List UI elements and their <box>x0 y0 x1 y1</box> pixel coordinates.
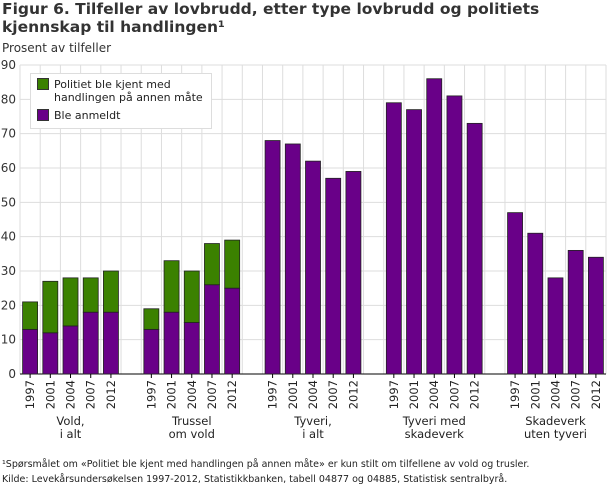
x-tick-label: 1997 <box>144 380 158 409</box>
x-tick-label: 2012 <box>225 380 239 409</box>
bar-anmeldt <box>466 122 483 375</box>
x-tick-label: 2001 <box>286 380 300 409</box>
x-tick-label: 2004 <box>548 380 562 409</box>
x-tick-label: 1997 <box>387 380 401 409</box>
x-tick-label: 2004 <box>185 380 199 409</box>
bar-kjent_annen <box>103 270 119 313</box>
bar-kjent_annen <box>163 260 180 313</box>
group-label: i alt <box>302 427 324 441</box>
group-label: Vold, <box>56 414 84 428</box>
bar-anmeldt <box>264 140 281 375</box>
x-tick-label: 1997 <box>23 380 37 409</box>
group-label: i alt <box>60 427 82 441</box>
legend-item-anmeldt: Ble anmeldt <box>37 109 120 122</box>
x-tick-label: 2007 <box>569 380 583 409</box>
x-tick-label: 2001 <box>165 380 179 409</box>
bar-anmeldt <box>305 160 321 375</box>
bar-kjent_annen <box>82 277 99 313</box>
bar-anmeldt <box>507 212 523 375</box>
notes: ¹Spørsmålet om «Politiet ble kjent med h… <box>2 457 529 487</box>
bar-anmeldt <box>62 325 79 375</box>
bar-anmeldt <box>385 102 402 375</box>
x-tick-label: 1997 <box>508 380 522 409</box>
legend: Politiet ble kjent med handlingen på anne… <box>30 73 212 129</box>
y-tick-label: 20 <box>1 298 16 312</box>
x-tick-label: 2004 <box>64 380 78 409</box>
legend-label-kjent: Politiet ble kjent med handlingen på anne… <box>54 78 203 104</box>
bar-kjent_annen <box>143 308 160 330</box>
bar-anmeldt <box>325 177 342 375</box>
legend-swatch-purple <box>37 109 49 121</box>
x-tick-label: 2007 <box>326 380 340 409</box>
footnote: ¹Spørsmålet om «Politiet ble kjent med h… <box>2 459 530 470</box>
bar-anmeldt <box>224 287 241 375</box>
y-tick-label: 90 <box>1 58 16 72</box>
y-tick-label: 60 <box>1 161 16 175</box>
bar-kjent_annen <box>22 301 39 330</box>
bar-anmeldt <box>527 232 544 375</box>
bar-anmeldt <box>163 311 180 375</box>
x-tick-label: 2007 <box>84 380 98 409</box>
x-tick-label: 2012 <box>104 380 118 409</box>
y-tick-label: 70 <box>1 127 16 141</box>
bar-anmeldt <box>587 256 604 375</box>
bar-anmeldt <box>143 328 160 375</box>
bar-anmeldt <box>103 311 119 375</box>
bar-kjent_annen <box>224 239 241 289</box>
group-label: Skadeverk <box>525 414 586 428</box>
group-label: uten tyveri <box>524 427 587 441</box>
bar-anmeldt <box>284 143 301 375</box>
y-tick-label: 30 <box>1 264 16 278</box>
bar-kjent_annen <box>183 270 200 323</box>
bar-kjent_annen <box>42 280 59 334</box>
x-tick-label: 2004 <box>306 380 320 409</box>
bar-anmeldt <box>183 322 200 375</box>
y-tick-label: 0 <box>8 367 16 381</box>
chart-canvas: 0 10 20 30 40 50 60 70 80 90 1997 2001 2004 2007 2012 V… <box>1 58 607 441</box>
y-tick-label: 50 <box>1 195 16 209</box>
bar-anmeldt <box>22 328 39 375</box>
y-axis-label: Prosent av tilfeller <box>2 41 112 55</box>
bar-anmeldt <box>42 332 59 375</box>
legend-label-line1: Politiet ble kjent med <box>54 78 171 91</box>
legend-item-kjent: Politiet ble kjent med handlingen på anne… <box>37 78 203 104</box>
bar-anmeldt <box>345 171 362 375</box>
chart-title: Figur 6. Tilfeller av lovbrudd, etter ty… <box>2 0 540 36</box>
y-tick-label: 40 <box>1 230 16 244</box>
x-tick-label: 2001 <box>43 380 57 409</box>
bar-anmeldt <box>446 95 463 375</box>
source: Kilde: Levekårsundersøkelsen 1997-2012, … <box>2 474 508 485</box>
y-tick-label: 10 <box>1 333 16 347</box>
bar-kjent_annen <box>204 243 220 286</box>
group-label: om vold <box>169 427 215 441</box>
group-label: skadeverk <box>405 427 464 441</box>
bar-anmeldt <box>406 109 422 375</box>
x-tick-label: 2007 <box>447 380 461 409</box>
x-tick-label: 2007 <box>205 380 219 409</box>
x-tick-label: 2012 <box>589 380 603 409</box>
x-tick-label: 1997 <box>266 380 280 409</box>
bar-anmeldt <box>567 249 584 375</box>
x-tick-label: 2012 <box>346 380 360 409</box>
legend-swatch-green <box>37 78 49 90</box>
bar-anmeldt <box>547 277 564 375</box>
group-label: Trussel <box>171 414 212 428</box>
legend-label-anmeldt: Ble anmeldt <box>54 109 121 122</box>
bar-anmeldt <box>82 311 99 375</box>
bar-anmeldt <box>426 78 443 375</box>
group-label: Tyveri med <box>402 414 466 428</box>
x-tick-label: 2001 <box>528 380 542 409</box>
bar-kjent_annen <box>62 277 79 327</box>
x-tick-label: 2001 <box>407 380 421 409</box>
group-label: Tyveri, <box>293 414 332 428</box>
x-tick-label: 2004 <box>427 380 441 409</box>
x-tick-label: 2012 <box>468 380 482 409</box>
bar-anmeldt <box>204 284 220 375</box>
legend-label-line2: handlingen på annen måte <box>54 91 203 104</box>
y-tick-label: 80 <box>1 92 16 106</box>
